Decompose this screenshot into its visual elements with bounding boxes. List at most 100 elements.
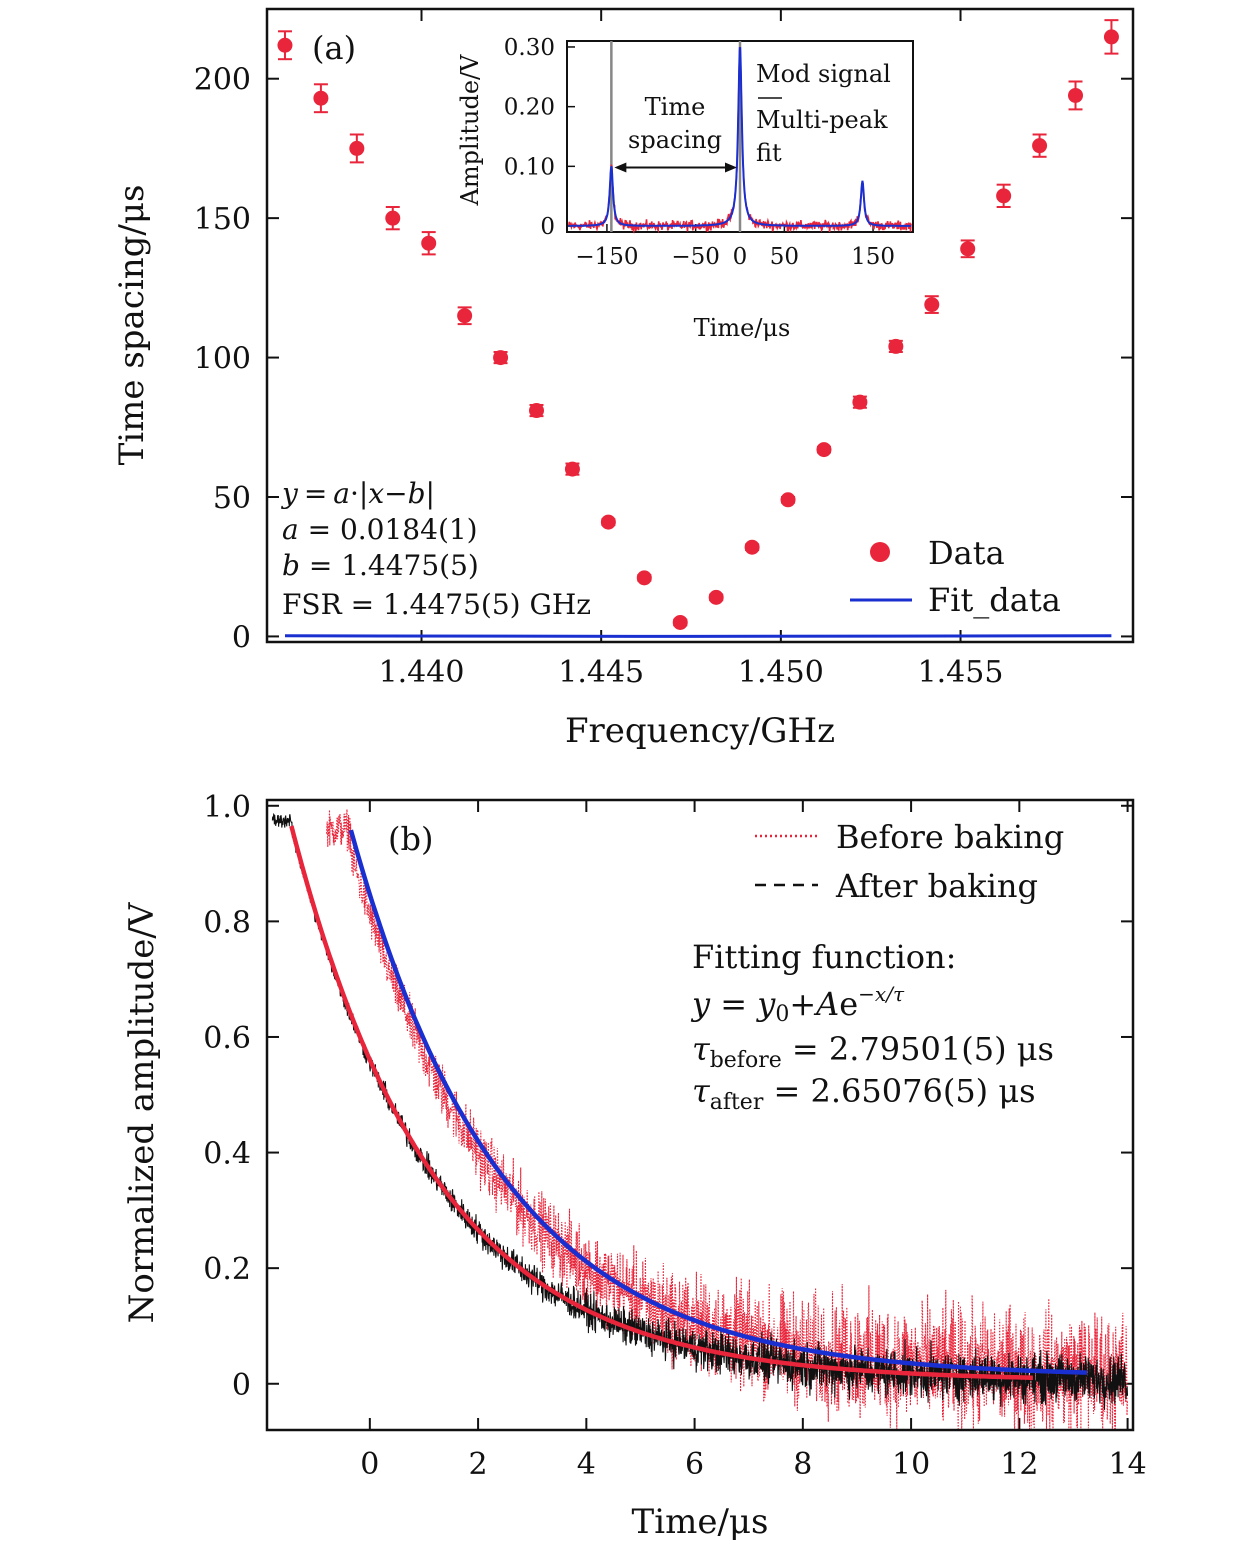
panel-b-traces bbox=[271, 809, 1129, 1429]
inset-x-axis-label: Time/μs bbox=[694, 314, 791, 342]
data-point bbox=[816, 442, 832, 458]
panel-a-label: (a) bbox=[312, 29, 356, 67]
x-tick-label-a: 1.440 bbox=[379, 655, 465, 690]
y-tick-label-b: 0.2 bbox=[203, 1252, 251, 1287]
x-tick-label-b: 8 bbox=[793, 1447, 812, 1482]
legend-label-after-baking: After baking bbox=[835, 867, 1038, 905]
inset-legend-mod-signal: Mod signal bbox=[756, 60, 891, 88]
panel-a-param-a: a = 0.0184(1) bbox=[282, 513, 478, 546]
x-tick-label-b: 12 bbox=[1000, 1447, 1038, 1482]
panel-a-fit-annotation: y = a·|x−b| a = 0.0184(1) b = 1.4475(5) FS… bbox=[280, 477, 591, 621]
panel-b-label: (b) bbox=[388, 820, 433, 858]
inset-multipeak-fit-trace bbox=[568, 47, 911, 227]
panel-a-param-b: b = 1.4475(5) bbox=[282, 549, 479, 582]
panel-b-plot-frame bbox=[265, 798, 1135, 1432]
data-point bbox=[564, 461, 580, 477]
panel-a-ticks: 1.440 1.445 1.450 1.455 0 50 100 150 200 bbox=[194, 9, 1133, 690]
data-point bbox=[888, 338, 904, 354]
panel-a-y-axis-label: Time spacing/μs bbox=[112, 185, 152, 466]
inset-y-tick-label: 0.20 bbox=[504, 95, 555, 121]
panel-b-tau-after: τafter = 2.65076(5) μs bbox=[692, 1072, 1036, 1115]
inset-x-tick-label: 150 bbox=[851, 244, 895, 270]
panel-a-formula: y = a·|x−b| bbox=[280, 477, 435, 510]
data-point bbox=[1068, 87, 1084, 103]
inset-signal bbox=[568, 41, 912, 235]
inset-arrowhead-left bbox=[614, 162, 627, 173]
panel-a-legend: Data Fit_data bbox=[850, 534, 1061, 619]
inset-y-tick-label: 0 bbox=[540, 214, 555, 240]
x-tick-label-b: 4 bbox=[577, 1447, 596, 1482]
x-tick-label-b: 6 bbox=[685, 1447, 704, 1482]
inset-y-axis-label: Amplitude/V bbox=[456, 54, 484, 207]
inset-x-tick-label: −150 bbox=[575, 244, 638, 270]
x-tick-label-b: 0 bbox=[360, 1447, 379, 1482]
inset-arrowhead-right bbox=[725, 162, 737, 173]
y-tick-label-a: 50 bbox=[213, 481, 251, 516]
data-point bbox=[924, 297, 940, 313]
panel-b-fit-title: Fitting function: bbox=[692, 938, 956, 976]
panel-b-fit-annotation: Fitting function: y = y0+Ae−x/τ τbefore … bbox=[690, 938, 1054, 1115]
data-point bbox=[313, 90, 329, 106]
legend-label-data: Data bbox=[928, 534, 1005, 572]
inset-spacing-label-line1: Time bbox=[645, 93, 706, 121]
panel-a-plot-frame bbox=[265, 7, 1135, 644]
data-point bbox=[493, 350, 509, 366]
y-tick-label-b: 1.0 bbox=[203, 790, 251, 825]
after-baking-fit bbox=[289, 825, 1033, 1380]
fit-line bbox=[284, 634, 1112, 638]
inset-x-tick-label: 50 bbox=[770, 244, 799, 270]
panel-b-fit-formula: y = y0+Ae−x/τ bbox=[690, 982, 905, 1027]
data-point bbox=[600, 514, 616, 530]
data-point bbox=[385, 210, 401, 226]
data-point bbox=[1032, 138, 1048, 154]
y-tick-label-a: 150 bbox=[194, 202, 251, 237]
legend-marker-data bbox=[870, 542, 890, 562]
y-tick-label-a: 200 bbox=[194, 63, 251, 98]
inset-legend-fit: fit bbox=[756, 139, 782, 167]
x-tick-label-b: 14 bbox=[1108, 1447, 1146, 1482]
panel-a-x-axis-label: Frequency/GHz bbox=[565, 711, 835, 751]
panel-b-x-axis-label: Time/μs bbox=[632, 1502, 769, 1542]
panel-b-legend: Before baking After baking bbox=[755, 818, 1064, 905]
data-point bbox=[708, 589, 724, 605]
panel-a-data-points bbox=[277, 19, 1119, 630]
panel-a-fit-line bbox=[284, 634, 1112, 638]
data-point bbox=[457, 308, 473, 324]
data-point bbox=[852, 394, 868, 410]
data-point bbox=[960, 241, 976, 257]
inset-x-tick-label: 0 bbox=[733, 244, 748, 270]
data-point bbox=[349, 140, 365, 156]
data-point bbox=[1103, 29, 1119, 45]
panel-b-tau-before: τbefore = 2.79501(5) μs bbox=[692, 1030, 1054, 1073]
data-point bbox=[996, 188, 1012, 204]
data-point bbox=[636, 570, 652, 586]
legend-label-before-baking: Before baking bbox=[836, 818, 1064, 856]
y-tick-label-a: 0 bbox=[232, 620, 251, 655]
panel-b-y-axis-label: Normalized amplitude/V bbox=[122, 901, 162, 1323]
data-point bbox=[744, 539, 760, 555]
data-point bbox=[277, 37, 293, 53]
inset-spacing-label-line2: spacing bbox=[628, 126, 722, 154]
inset-y-tick-label: 0.10 bbox=[504, 154, 555, 180]
data-point bbox=[421, 235, 437, 251]
inset-y-tick-label: 0.30 bbox=[504, 35, 555, 61]
y-tick-label-b: 0.4 bbox=[203, 1137, 251, 1172]
x-tick-label-a: 1.450 bbox=[738, 655, 824, 690]
legend-label-fit: Fit_data bbox=[928, 581, 1061, 619]
data-point bbox=[780, 492, 796, 508]
x-tick-label-b: 2 bbox=[469, 1447, 488, 1482]
y-tick-label-b: 0.6 bbox=[203, 1021, 251, 1056]
panel-a-fsr: FSR = 1.4475(5) GHz bbox=[282, 588, 591, 621]
inset-chart: −150 −50 0 50 150 0 0.10 0.20 0.30 Time/μs Ampli… bbox=[456, 35, 914, 342]
x-tick-label-b: 10 bbox=[892, 1447, 930, 1482]
x-tick-label-a: 1.455 bbox=[918, 655, 1004, 690]
data-point bbox=[529, 403, 545, 419]
y-tick-label-b: 0 bbox=[232, 1368, 251, 1403]
panel-a-chart: 1.440 1.445 1.450 1.455 0 50 100 150 200 (a) Fre… bbox=[112, 7, 1135, 751]
y-tick-label-a: 100 bbox=[194, 342, 251, 377]
panel-b-ticks: 0 2 4 6 8 10 12 14 0 0.2 0.4 0.6 0.8 1.0 bbox=[203, 790, 1146, 1482]
inset-x-tick-label: −50 bbox=[671, 244, 720, 270]
before-baking-fit bbox=[348, 829, 1088, 1375]
